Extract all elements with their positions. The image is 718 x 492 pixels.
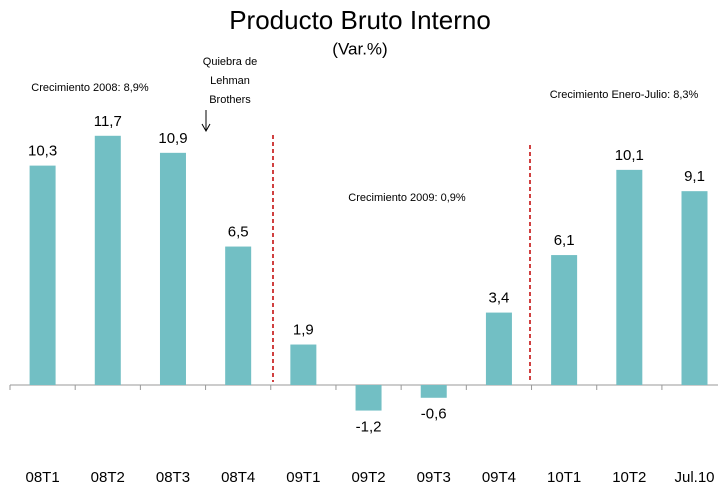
data-label: 10,3 [28, 143, 57, 160]
x-tick-label: 09T3 [417, 469, 451, 486]
data-label: 11,7 [94, 113, 122, 130]
bar [681, 191, 708, 385]
data-label: -1,2 [356, 419, 382, 436]
x-tick-label: 08T1 [25, 469, 59, 486]
data-label: -0,6 [421, 406, 447, 423]
bar [355, 385, 382, 411]
arrow [201, 110, 211, 133]
bar [94, 135, 121, 385]
data-label: 10,1 [615, 147, 644, 164]
data-label: 9,1 [684, 168, 705, 185]
chart-subtitle: (Var.%) [332, 39, 387, 58]
annotation: Crecimiento 2008: 8,9% [31, 82, 149, 94]
x-tick-label: 10T2 [612, 469, 646, 486]
annotation: Brothers [209, 94, 251, 106]
x-tick-label: 09T1 [286, 469, 320, 486]
data-label: 6,1 [554, 232, 575, 249]
bar [616, 169, 643, 385]
bar [159, 152, 186, 385]
bar [29, 165, 56, 385]
bar [485, 312, 512, 385]
x-tick-label: 09T2 [351, 469, 385, 486]
chart-title: Producto Bruto Interno [229, 5, 491, 35]
x-tick-label: 08T3 [156, 469, 190, 486]
annotation: Crecimiento 2009: 0,9% [348, 192, 466, 204]
x-tick-label: Jul.10 [674, 469, 714, 486]
annotation: Lehman [210, 75, 250, 87]
x-tick-label: 08T4 [221, 469, 255, 486]
x-tick-label: 08T2 [91, 469, 125, 486]
annotation: Crecimiento Enero-Julio: 8,3% [550, 89, 699, 101]
data-label: 6,5 [228, 224, 249, 241]
x-tick-label: 10T1 [547, 469, 581, 486]
bar [420, 385, 447, 398]
data-label: 3,4 [489, 290, 510, 307]
data-label: 10,9 [158, 130, 187, 147]
bar [551, 255, 578, 385]
bar [290, 344, 317, 385]
x-tick-label: 09T4 [482, 469, 516, 486]
annotation: Quiebra de [203, 56, 257, 68]
data-label: 1,9 [293, 321, 314, 338]
bar [225, 246, 252, 385]
